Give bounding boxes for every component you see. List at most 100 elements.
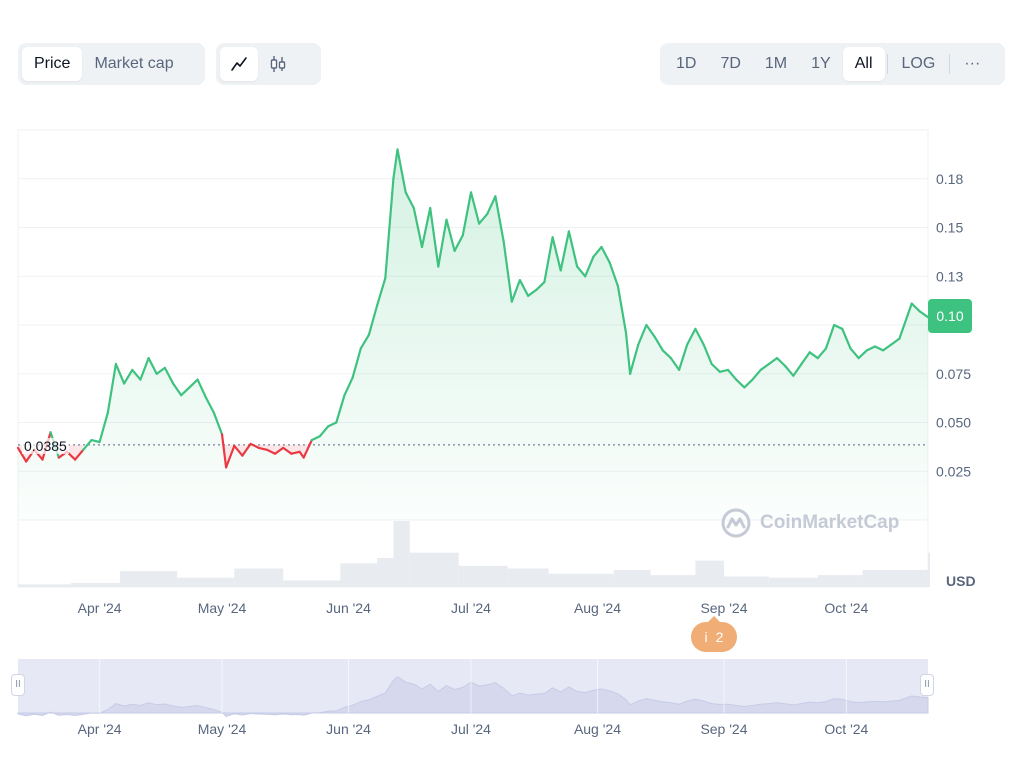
volume-bar <box>120 571 178 587</box>
price-segment <box>404 191 415 210</box>
price-segment <box>710 362 722 373</box>
price-segment <box>898 302 913 340</box>
volume-bar <box>768 577 818 587</box>
price-segment <box>204 396 215 414</box>
price-segment <box>437 218 448 268</box>
line-chart-button[interactable] <box>220 47 258 81</box>
baseline-price-label: 0.0385 <box>22 438 69 454</box>
toolbar-divider <box>949 54 951 74</box>
volume-bar <box>283 580 341 587</box>
price-segment <box>139 357 150 381</box>
navigator-tick-label: May '24 <box>198 721 247 737</box>
price-segment <box>669 357 681 371</box>
volume-bar <box>18 584 72 587</box>
navigator-left-handle[interactable]: II <box>11 674 25 696</box>
price-segment <box>502 240 513 303</box>
price-segment <box>453 234 464 252</box>
price-segment <box>857 349 868 360</box>
price-segment <box>718 368 730 373</box>
price-segment <box>249 442 260 449</box>
price-segment <box>890 337 901 346</box>
log-scale-button[interactable]: LOG <box>901 55 936 72</box>
y-tick-label: 0.050 <box>936 415 971 431</box>
navigator-right-handle[interactable]: II <box>920 674 934 696</box>
event-count: 2 <box>715 629 724 645</box>
price-segment <box>677 343 689 371</box>
candlestick-button[interactable] <box>258 47 298 81</box>
event-marker[interactable]: i 2 <box>691 616 737 652</box>
volume-bar <box>613 569 651 587</box>
price-segment <box>584 255 595 278</box>
price-segment <box>645 323 656 338</box>
volume-bar <box>393 521 410 587</box>
navigator-tick-label: Jul '24 <box>451 721 491 737</box>
navigator-x-axis: Apr '24 May '24 Jun '24 Jul '24 Aug '24 Sep '… <box>78 721 869 737</box>
price-segment <box>274 446 285 455</box>
navigator-tick-label: Aug '24 <box>574 721 621 737</box>
price-segment <box>726 368 738 381</box>
price-segment <box>163 366 175 385</box>
price-segment <box>429 206 440 268</box>
price-segment <box>702 343 713 366</box>
price-segment <box>147 357 158 375</box>
price-segment <box>600 245 611 264</box>
range-1y-button[interactable]: 1Y <box>811 55 831 72</box>
price-segment <box>841 327 852 350</box>
volume-bar <box>650 575 696 587</box>
y-axis: 0.025 0.050 0.075 0.13 0.15 0.18 <box>936 171 971 480</box>
price-segment <box>800 351 811 366</box>
volume-bar <box>234 568 284 587</box>
volume-bar <box>507 568 549 587</box>
price-segment <box>486 195 497 215</box>
price-segment <box>376 277 387 307</box>
price-tab[interactable]: Price <box>22 47 83 81</box>
price-segment <box>575 265 587 278</box>
more-options-button[interactable]: ··· <box>964 55 981 72</box>
price-segment <box>592 245 603 258</box>
price-segment <box>318 425 330 438</box>
x-tick-label: Aug '24 <box>574 600 621 616</box>
price-segment <box>233 444 244 457</box>
volume-bar <box>548 573 614 587</box>
price-area <box>18 149 928 520</box>
volume-bar <box>695 560 724 587</box>
y-tick-label: 0.18 <box>936 171 963 187</box>
price-segment <box>106 362 118 414</box>
y-tick-label: 0.15 <box>936 220 963 236</box>
price-segment <box>257 446 268 451</box>
watermark: CoinMarketCap <box>720 507 899 539</box>
navigator-grid <box>99 659 847 713</box>
price-segment <box>445 218 456 252</box>
price-segment <box>567 230 579 268</box>
navigator-tick-label: Oct '24 <box>824 721 868 737</box>
volume-bar <box>862 569 928 587</box>
range-1m-button[interactable]: 1M <box>764 55 788 72</box>
volume-bar <box>377 557 394 587</box>
market-cap-tab[interactable]: Market cap <box>94 55 174 72</box>
price-segment <box>155 366 166 375</box>
price-segment <box>918 310 930 319</box>
price-line <box>16 148 930 469</box>
volume-bars <box>18 521 930 587</box>
price-segment <box>310 435 322 442</box>
current-price-badge: 0.10 <box>928 299 972 333</box>
price-segment <box>212 411 224 436</box>
price-segment <box>327 421 338 428</box>
price-segment <box>82 439 93 451</box>
price-segment <box>265 448 277 455</box>
range-7d-button[interactable]: 7D <box>720 55 741 72</box>
range-1d-button[interactable]: 1D <box>676 55 697 72</box>
price-segment <box>469 191 481 225</box>
price-segment <box>784 364 795 377</box>
price-segment <box>910 302 921 313</box>
price-segment <box>290 450 301 455</box>
price-segment <box>412 206 424 249</box>
price-segment <box>873 345 885 352</box>
range-all-button[interactable]: All <box>842 47 885 81</box>
price-segment <box>180 386 191 397</box>
price-segment <box>637 323 648 346</box>
price-segment <box>302 439 313 459</box>
price-segment <box>551 236 562 272</box>
price-segment <box>628 343 640 375</box>
